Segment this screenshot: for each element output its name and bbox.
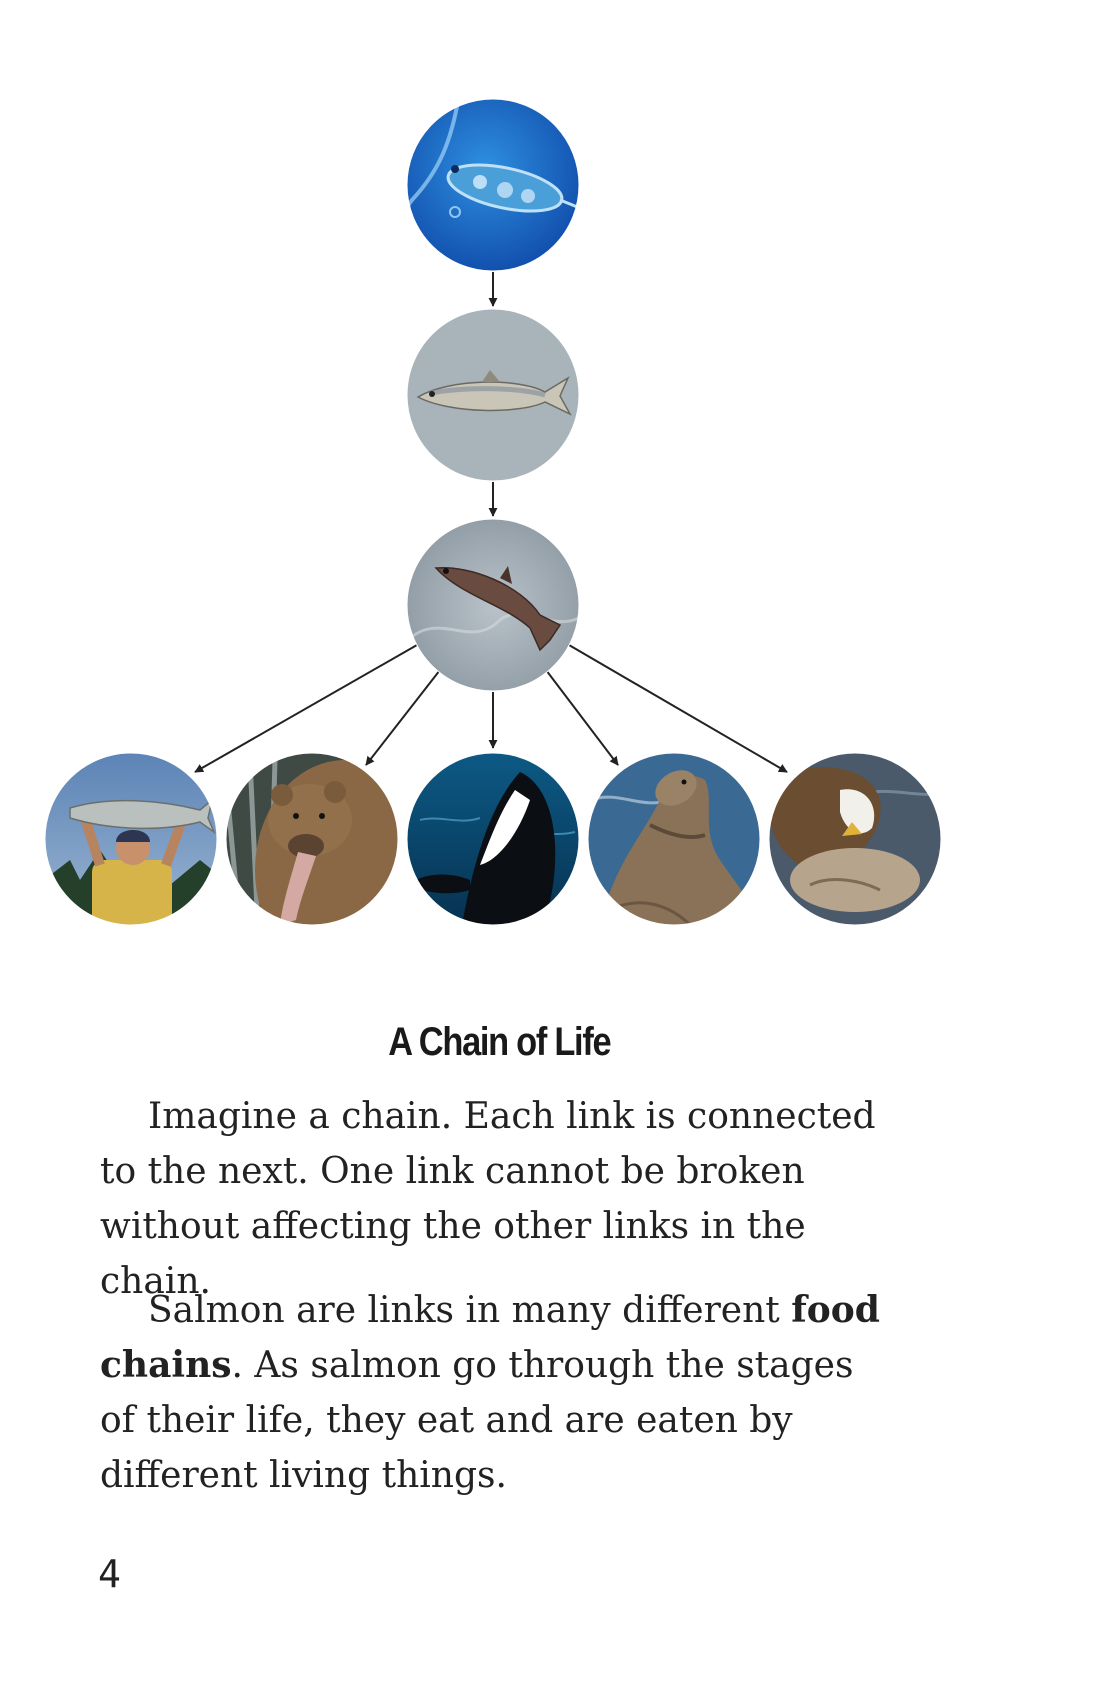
arrow-salmon-to-sea-lion: [545, 669, 619, 766]
arrows: [194, 272, 788, 773]
bear-photo: [226, 753, 398, 925]
paragraph-1-text: Imagine a chain. Each link is connected …: [100, 1096, 876, 1302]
arrow-salmon-to-eagle: [568, 644, 788, 773]
paragraph-2-text-after: . As salmon go through the stages of the…: [100, 1345, 854, 1496]
fisherman-photo: [45, 753, 217, 925]
glossary-term: food chains: [100, 1289, 880, 1386]
orca-photo: [407, 753, 579, 925]
arrow-salmon-to-bear: [365, 669, 441, 766]
page-number: 4: [98, 1552, 121, 1596]
section-heading: A Chain of Life: [388, 1020, 611, 1064]
eagle-photo: [769, 753, 941, 925]
arrow-salmon-to-fisherman: [194, 644, 418, 773]
paragraph-2: Salmon are links in many different food …: [100, 1283, 890, 1503]
food-chain-diagram: [44, 98, 942, 926]
salmon-photo: [407, 519, 579, 691]
sea-lion-photo: [588, 753, 760, 925]
plankton-photo: [407, 99, 579, 271]
paragraph-2-text-before: Salmon are links in many different: [148, 1290, 792, 1331]
herring-photo: [407, 309, 579, 481]
paragraph-1: Imagine a chain. Each link is connected …: [100, 1089, 890, 1309]
